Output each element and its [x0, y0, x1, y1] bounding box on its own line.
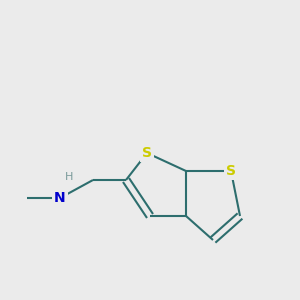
Text: S: S: [142, 146, 152, 160]
Text: S: S: [226, 164, 236, 178]
Text: N: N: [54, 191, 66, 205]
Text: H: H: [65, 172, 73, 182]
